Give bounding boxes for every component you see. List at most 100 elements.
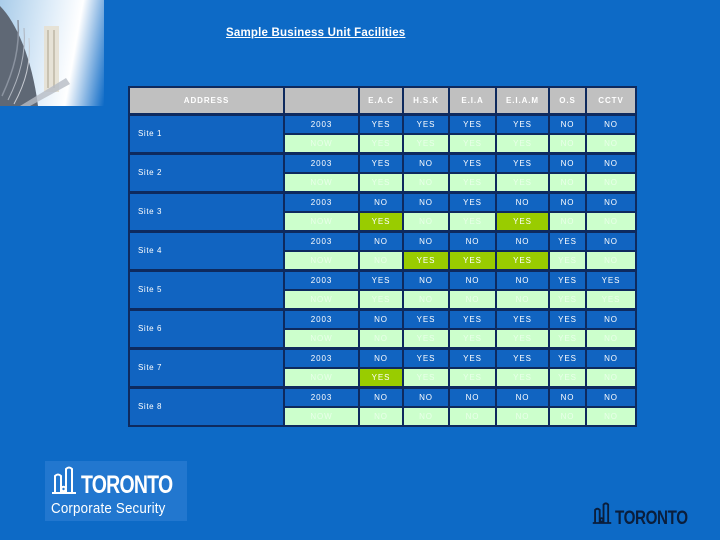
value-cell-2003: NO: [402, 230, 450, 252]
value-cell-now: NO: [585, 211, 637, 233]
toronto-cityhall-icon: [51, 465, 77, 500]
column-header: [283, 86, 360, 116]
now-label-cell: NOW: [283, 367, 360, 389]
value-cell-now: YES: [448, 211, 497, 233]
city-hall-photo-graphic: [0, 6, 70, 106]
column-header: ADDRESS: [128, 86, 285, 116]
value-cell-2003: YES: [548, 269, 587, 291]
value-cell-2003: NO: [448, 230, 497, 252]
city-hall-photo: [0, 0, 104, 106]
value-cell-now: NO: [402, 172, 450, 194]
value-cell-now: NO: [548, 172, 587, 194]
value-cell-2003: NO: [585, 386, 637, 408]
value-cell-now-changed: YES: [495, 250, 550, 272]
value-cell-now: YES: [402, 328, 450, 350]
value-cell-2003: YES: [402, 308, 450, 330]
value-cell-now: NO: [402, 211, 450, 233]
site-name-cell: Site 5: [128, 269, 285, 311]
site-2003-row: Site 5 2003 YES NO NO NO YES YES: [128, 269, 637, 311]
value-cell-now: YES: [358, 172, 404, 194]
value-cell-now: YES: [548, 289, 587, 311]
value-cell-2003: NO: [448, 386, 497, 408]
value-cell-now: NO: [585, 367, 637, 389]
value-cell-now-changed: YES: [358, 367, 404, 389]
value-cell-now: YES: [448, 367, 497, 389]
value-cell-now: NO: [585, 328, 637, 350]
site-2003-row: Site 6 2003 NO YES YES YES YES NO: [128, 308, 637, 350]
site-now-row: NOW NO YES YES YES YES NO: [129, 250, 637, 272]
value-cell-now: YES: [548, 328, 587, 350]
value-cell-now: NO: [585, 172, 637, 194]
value-cell-2003: NO: [358, 191, 404, 213]
value-cell-2003: YES: [448, 113, 497, 135]
value-cell-now: YES: [402, 367, 450, 389]
value-cell-now: YES: [495, 133, 550, 155]
value-cell-now: YES: [495, 367, 550, 389]
value-cell-now: YES: [448, 133, 497, 155]
column-header: E.A.C: [358, 86, 404, 116]
year-label-cell: 2003: [283, 230, 360, 252]
site-name-cell: Site 3: [128, 191, 285, 233]
value-cell-2003: NO: [358, 347, 404, 369]
value-cell-2003: NO: [358, 308, 404, 330]
value-cell-2003: NO: [495, 386, 550, 408]
site-name-cell: Site 6: [128, 308, 285, 350]
value-cell-now-changed: YES: [402, 250, 450, 272]
value-cell-now: YES: [585, 289, 637, 311]
site-2003-row: Site 1 2003 YES YES YES YES NO NO: [128, 113, 637, 155]
value-cell-2003: YES: [548, 230, 587, 252]
value-cell-now: YES: [548, 250, 587, 272]
value-cell-now: YES: [448, 172, 497, 194]
value-cell-2003: NO: [548, 191, 587, 213]
value-cell-2003: YES: [495, 113, 550, 135]
value-cell-2003: NO: [585, 113, 637, 135]
value-cell-2003: YES: [495, 152, 550, 174]
value-cell-now: YES: [358, 289, 404, 311]
now-label-cell: NOW: [283, 133, 360, 155]
table-header-row: ADDRESS E.A.C H.S.K E.I.A E.I.A.M O.S CCTV: [128, 86, 637, 116]
site-2003-row: Site 3 2003 NO NO YES NO NO NO: [128, 191, 637, 233]
value-cell-2003: NO: [548, 386, 587, 408]
now-label-cell: NOW: [283, 406, 360, 427]
value-cell-now: YES: [548, 367, 587, 389]
value-cell-now: NO: [585, 406, 637, 427]
value-cell-now: NO: [358, 406, 404, 427]
value-cell-2003: NO: [585, 191, 637, 213]
value-cell-2003: NO: [402, 386, 450, 408]
value-cell-now: YES: [402, 133, 450, 155]
site-name-cell: Site 1: [128, 113, 285, 155]
site-2003-row: Site 2 2003 YES NO YES YES NO NO: [128, 152, 637, 194]
value-cell-now: NO: [448, 289, 497, 311]
value-cell-now: NO: [448, 406, 497, 427]
value-cell-2003: YES: [358, 113, 404, 135]
corporate-security-label: Corporate Security: [51, 500, 166, 517]
value-cell-2003: NO: [585, 308, 637, 330]
year-label-cell: 2003: [283, 113, 360, 135]
column-header: H.S.K: [402, 86, 450, 116]
value-cell-2003: NO: [585, 230, 637, 252]
column-header: E.I.A: [448, 86, 497, 116]
now-label-cell: NOW: [283, 328, 360, 350]
value-cell-2003: YES: [495, 308, 550, 330]
value-cell-2003: YES: [448, 308, 497, 330]
value-cell-2003: NO: [358, 386, 404, 408]
value-cell-now: NO: [495, 406, 550, 427]
value-cell-2003: NO: [548, 113, 587, 135]
toronto-wordmark: TORONTO: [81, 470, 173, 499]
value-cell-2003: YES: [548, 347, 587, 369]
now-label-cell: NOW: [283, 289, 360, 311]
value-cell-now-changed: YES: [495, 211, 550, 233]
site-2003-row: Site 8 2003 NO NO NO NO NO NO: [128, 386, 637, 427]
site-name-cell: Site 8: [128, 386, 285, 427]
value-cell-2003: YES: [448, 152, 497, 174]
toronto-cityhall-icon: [592, 501, 612, 530]
value-cell-2003: YES: [358, 269, 404, 291]
value-cell-now: NO: [585, 133, 637, 155]
site-2003-row: Site 7 2003 NO YES YES YES YES NO: [128, 347, 637, 389]
value-cell-2003: YES: [402, 113, 450, 135]
value-cell-now-changed: YES: [448, 250, 497, 272]
toronto-logo: TORONTO: [592, 500, 706, 530]
site-name-cell: Site 7: [128, 347, 285, 389]
value-cell-2003: NO: [585, 347, 637, 369]
